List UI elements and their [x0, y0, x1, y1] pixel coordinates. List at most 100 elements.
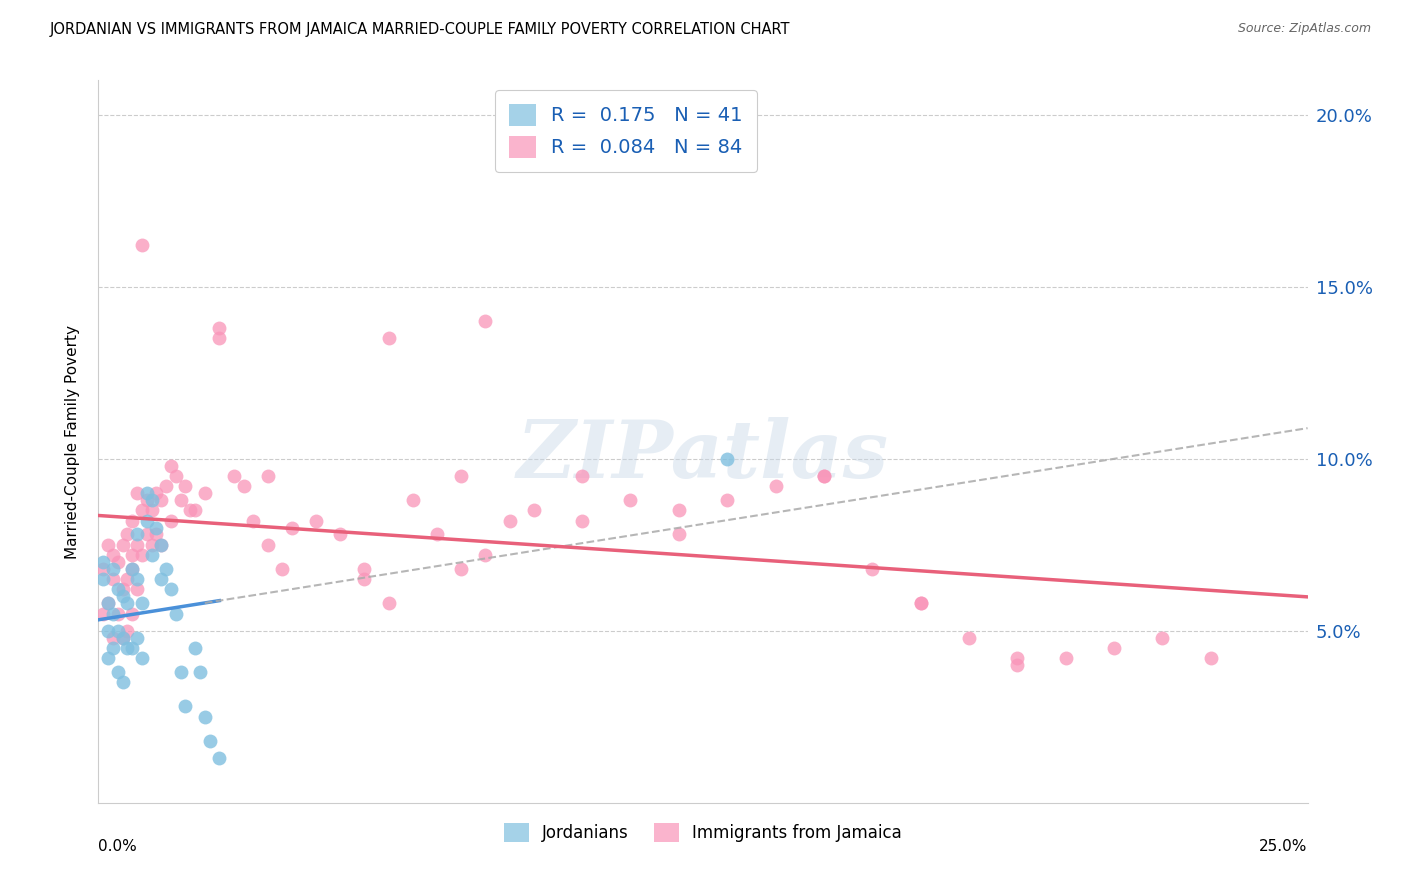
- Point: [377, 596, 399, 610]
- Point: [160, 582, 183, 597]
- Point: [1007, 658, 1029, 673]
- Point: [121, 640, 143, 655]
- Point: [242, 514, 264, 528]
- Point: [91, 607, 114, 621]
- Point: [101, 548, 124, 562]
- Text: 0.0%: 0.0%: [98, 838, 138, 854]
- Point: [860, 562, 883, 576]
- Point: [160, 514, 183, 528]
- Point: [281, 520, 304, 534]
- Point: [668, 527, 690, 541]
- Point: [1054, 651, 1077, 665]
- Point: [716, 493, 738, 508]
- Point: [141, 548, 163, 562]
- Legend: Jordanians, Immigrants from Jamaica: Jordanians, Immigrants from Jamaica: [498, 816, 908, 848]
- Point: [107, 665, 129, 679]
- Point: [194, 486, 217, 500]
- Point: [150, 538, 173, 552]
- Point: [127, 486, 149, 500]
- Point: [474, 548, 496, 562]
- Point: [121, 562, 143, 576]
- Point: [222, 469, 245, 483]
- Point: [450, 469, 472, 483]
- Point: [571, 514, 593, 528]
- Point: [117, 640, 139, 655]
- Point: [101, 572, 124, 586]
- Point: [127, 582, 149, 597]
- Point: [135, 486, 157, 500]
- Point: [111, 675, 134, 690]
- Point: [107, 607, 129, 621]
- Point: [188, 665, 211, 679]
- Point: [131, 548, 153, 562]
- Point: [101, 562, 124, 576]
- Point: [910, 596, 932, 610]
- Point: [107, 582, 129, 597]
- Point: [127, 538, 149, 552]
- Point: [271, 562, 294, 576]
- Point: [111, 538, 134, 552]
- Point: [426, 527, 449, 541]
- Point: [111, 582, 134, 597]
- Point: [145, 520, 167, 534]
- Point: [957, 631, 980, 645]
- Text: Source: ZipAtlas.com: Source: ZipAtlas.com: [1237, 22, 1371, 36]
- Point: [145, 527, 167, 541]
- Point: [668, 503, 690, 517]
- Point: [169, 665, 191, 679]
- Point: [91, 562, 114, 576]
- Point: [174, 479, 197, 493]
- Point: [111, 631, 134, 645]
- Point: [117, 596, 139, 610]
- Point: [174, 699, 197, 714]
- Point: [141, 503, 163, 517]
- Y-axis label: Married-Couple Family Poverty: Married-Couple Family Poverty: [65, 325, 80, 558]
- Point: [165, 607, 187, 621]
- Point: [184, 503, 207, 517]
- Point: [523, 503, 546, 517]
- Point: [131, 503, 153, 517]
- Point: [97, 596, 120, 610]
- Point: [107, 624, 129, 638]
- Point: [131, 651, 153, 665]
- Point: [101, 640, 124, 655]
- Point: [498, 514, 520, 528]
- Point: [117, 572, 139, 586]
- Point: [127, 631, 149, 645]
- Point: [150, 538, 173, 552]
- Point: [127, 572, 149, 586]
- Point: [97, 596, 120, 610]
- Point: [256, 538, 278, 552]
- Point: [256, 469, 278, 483]
- Point: [107, 555, 129, 569]
- Point: [1102, 640, 1125, 655]
- Point: [1007, 651, 1029, 665]
- Point: [208, 331, 231, 345]
- Point: [117, 527, 139, 541]
- Point: [169, 493, 191, 508]
- Point: [135, 527, 157, 541]
- Point: [910, 596, 932, 610]
- Point: [111, 590, 134, 604]
- Point: [117, 624, 139, 638]
- Text: 25.0%: 25.0%: [1260, 838, 1308, 854]
- Point: [571, 469, 593, 483]
- Point: [353, 572, 375, 586]
- Point: [101, 607, 124, 621]
- Point: [121, 562, 143, 576]
- Point: [131, 238, 153, 252]
- Point: [813, 469, 835, 483]
- Point: [97, 624, 120, 638]
- Point: [716, 451, 738, 466]
- Point: [160, 458, 183, 473]
- Point: [155, 479, 177, 493]
- Point: [619, 493, 641, 508]
- Point: [450, 562, 472, 576]
- Text: JORDANIAN VS IMMIGRANTS FROM JAMAICA MARRIED-COUPLE FAMILY POVERTY CORRELATION C: JORDANIAN VS IMMIGRANTS FROM JAMAICA MAR…: [49, 22, 790, 37]
- Point: [121, 548, 143, 562]
- Point: [813, 469, 835, 483]
- Point: [97, 538, 120, 552]
- Point: [208, 321, 231, 335]
- Point: [91, 572, 114, 586]
- Point: [111, 631, 134, 645]
